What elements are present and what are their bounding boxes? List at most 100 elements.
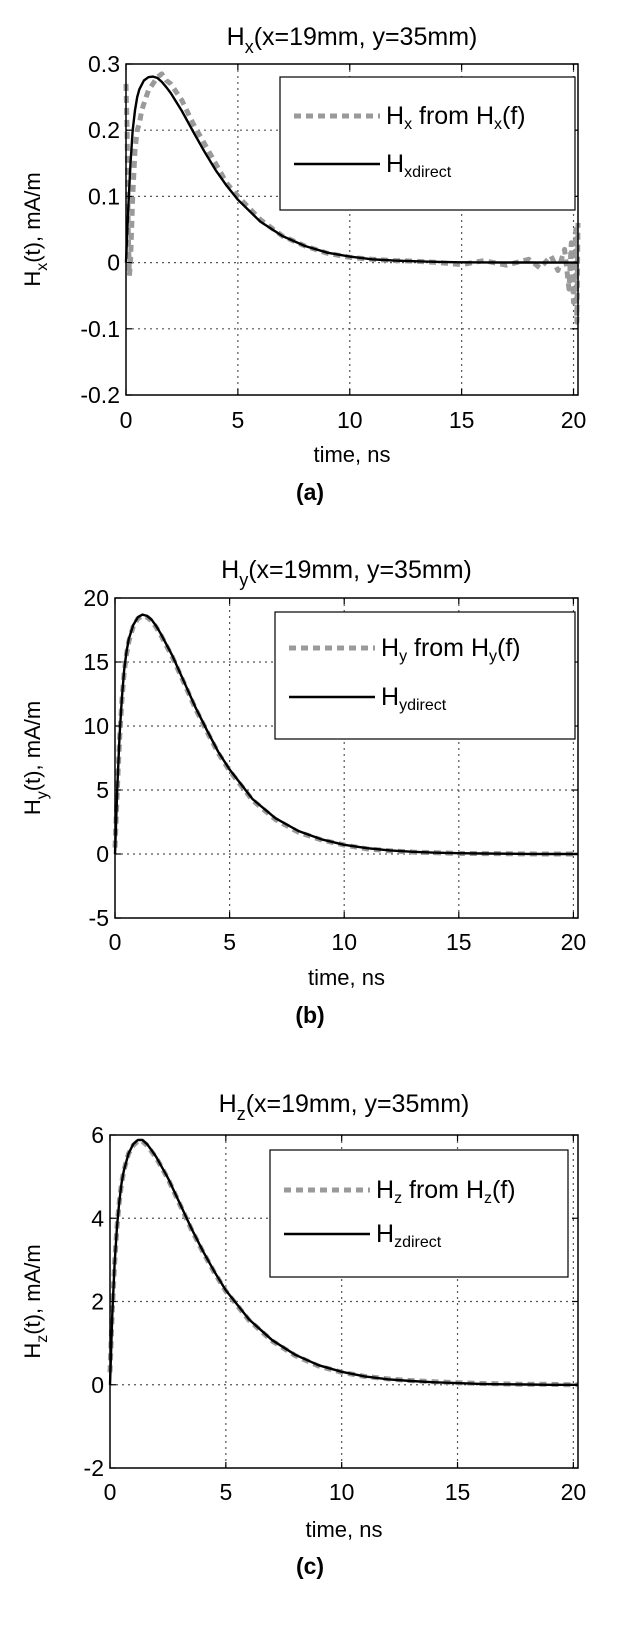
ylabel-subscript: x — [34, 263, 51, 271]
ylabel-rest: (t), mA/m — [20, 172, 45, 262]
legend-base: H — [381, 683, 399, 711]
legend-subscript: x — [404, 116, 412, 133]
title-base: H — [219, 1090, 237, 1118]
x-axis-label: time, ns — [308, 965, 385, 990]
legend: Hz from Hz(f)Hzdirect — [269, 1149, 569, 1278]
legend-box — [269, 1149, 569, 1278]
ylabel-base: H — [20, 1343, 45, 1359]
legend-box — [279, 76, 576, 211]
legend-subscript-2: z — [484, 1190, 492, 1207]
chart-title: Hz(x=19mm, y=35mm) — [219, 1090, 470, 1124]
legend-subscript: z — [394, 1190, 402, 1207]
title-base: H — [227, 23, 245, 51]
x-axis-label: time, ns — [313, 442, 390, 467]
legend-entry: Hydirect — [381, 683, 447, 714]
panel-caption: (c) — [296, 1553, 324, 1579]
chart-title: Hy(x=19mm, y=35mm) — [221, 556, 472, 590]
x-tick-label: 10 — [331, 929, 357, 955]
x-tick-label: 0 — [120, 407, 133, 433]
legend-base: H — [381, 634, 399, 662]
title-rest: (x=19mm, y=35mm) — [254, 23, 478, 51]
x-tick-label: 5 — [219, 1479, 232, 1505]
legend-subscript-2: x — [494, 116, 502, 133]
legend-subscript: zdirect — [394, 1234, 442, 1251]
legend-subscript: y — [399, 648, 407, 665]
legend-rest: from H — [412, 102, 494, 130]
legend-entry: Hz from Hz(f) — [376, 1176, 516, 1207]
ylabel-rest: (t), mA/m — [20, 1244, 45, 1334]
x-tick-label: 20 — [561, 929, 587, 955]
legend-base: H — [376, 1176, 394, 1204]
y-tick-label: -0.2 — [80, 382, 120, 408]
y-axis-label: Hy(t), mA/m — [20, 701, 51, 815]
axes-frame — [114, 597, 579, 919]
title-subscript: y — [239, 570, 248, 590]
title-rest: (x=19mm, y=35mm) — [246, 1090, 470, 1118]
y-tick-label: 2 — [91, 1289, 104, 1315]
x-tick-label: 5 — [231, 407, 244, 433]
chart-title: Hx(x=19mm, y=35mm) — [227, 23, 478, 57]
legend-box — [274, 611, 576, 740]
legend-rest: from H — [407, 634, 489, 662]
series-line-direct — [124, 75, 578, 264]
title-subscript: x — [245, 37, 254, 57]
ylabel-subscript: y — [34, 791, 51, 799]
legend-rest-2: (f) — [492, 1176, 516, 1204]
legend-rest-2: (f) — [497, 634, 521, 662]
legend-subscript: ydirect — [399, 697, 447, 714]
ylabel-rest: (t), mA/m — [20, 701, 45, 791]
x-tick-label: 15 — [449, 407, 475, 433]
y-axis-label: Hz(t), mA/m — [20, 1244, 51, 1358]
series-line-from-frequency — [123, 71, 581, 325]
x-tick-label: 15 — [446, 929, 472, 955]
x-tick-label: 0 — [104, 1479, 117, 1505]
y-tick-label: 15 — [83, 649, 109, 675]
y-tick-label: 0 — [91, 1372, 104, 1398]
x-axis-label: time, ns — [305, 1517, 382, 1542]
y-tick-label: 0.3 — [88, 51, 120, 77]
panel-caption: (a) — [296, 479, 324, 505]
y-axis-label: Hx(t), mA/m — [20, 172, 51, 286]
legend-entry: Hy from Hy(f) — [381, 634, 521, 665]
legend-rest: from H — [402, 1176, 484, 1204]
x-tick-label: 5 — [223, 929, 236, 955]
ylabel-base: H — [20, 799, 45, 815]
legend-entry: Hx from Hx(f) — [386, 102, 526, 133]
legend-entry: Hzdirect — [376, 1220, 442, 1251]
legend-subscript-2: y — [489, 648, 497, 665]
legend: Hy from Hy(f)Hydirect — [274, 611, 576, 740]
y-tick-label: 0 — [107, 250, 120, 276]
legend-base: H — [376, 1220, 394, 1248]
x-tick-label: 10 — [337, 407, 363, 433]
y-tick-label: 4 — [91, 1205, 104, 1231]
x-tick-label: 0 — [109, 929, 122, 955]
y-tick-label: 0 — [96, 841, 109, 867]
ylabel-base: H — [20, 271, 45, 287]
legend-base: H — [386, 150, 404, 178]
y-tick-label: -5 — [89, 905, 109, 931]
x-tick-label: 20 — [561, 1479, 587, 1505]
x-tick-label: 20 — [561, 407, 587, 433]
y-tick-label: -2 — [84, 1455, 104, 1481]
y-tick-label: -0.1 — [80, 316, 120, 342]
series-line-direct — [113, 613, 578, 856]
legend-entry: Hxdirect — [386, 150, 452, 181]
legend-subscript: xdirect — [404, 164, 452, 181]
panel-caption: (b) — [295, 1002, 324, 1028]
title-base: H — [221, 556, 239, 584]
x-tick-label: 10 — [329, 1479, 355, 1505]
ylabel-subscript: z — [34, 1335, 51, 1343]
y-tick-label: 6 — [91, 1122, 104, 1148]
title-rest: (x=19mm, y=35mm) — [248, 556, 472, 584]
y-tick-label: 0.1 — [88, 183, 120, 209]
y-tick-label: 20 — [83, 585, 109, 611]
series-line-direct — [108, 1138, 578, 1387]
y-tick-label: 5 — [96, 777, 109, 803]
x-tick-label: 15 — [445, 1479, 471, 1505]
legend-base: H — [386, 102, 404, 130]
y-tick-label: 0.2 — [88, 117, 120, 143]
legend: Hx from Hx(f)Hxdirect — [279, 76, 576, 211]
